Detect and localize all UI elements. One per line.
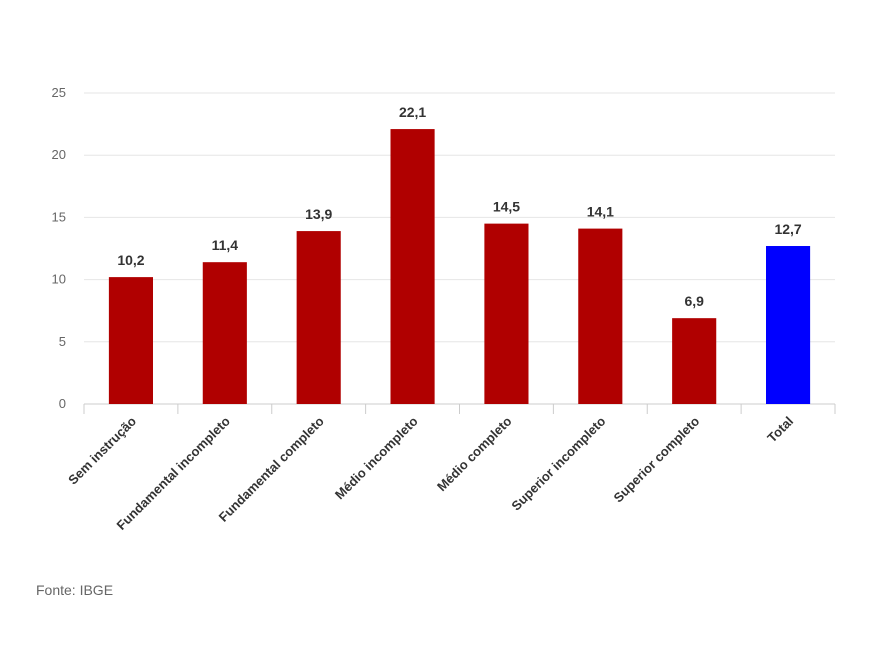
x-tick-label: Sem instrução (65, 413, 139, 487)
bar (578, 228, 623, 404)
y-tick-label: 15 (52, 209, 66, 224)
x-tick-label: Médio completo (434, 413, 515, 494)
source-note: Fonte: IBGE (36, 582, 114, 598)
y-tick-label: 20 (52, 147, 66, 162)
x-tick-label: Total (764, 414, 796, 446)
y-tick-label: 10 (52, 272, 66, 287)
x-tick-label: Médio incompleto (332, 413, 421, 502)
data-label: 6,9 (684, 293, 704, 309)
bar (390, 129, 435, 405)
data-label: 12,7 (774, 221, 801, 237)
x-tick-label: Fundamental completo (216, 413, 327, 524)
y-tick-label: 5 (59, 334, 66, 349)
bar (296, 231, 341, 404)
bar (202, 262, 247, 404)
x-tick-label: Superior incompleto (508, 413, 608, 513)
data-label: 14,5 (493, 199, 520, 215)
data-label: 11,4 (212, 237, 239, 253)
y-tick-label: 0 (59, 396, 66, 411)
x-tick-label: Superior completo (610, 413, 702, 505)
data-label: 22,1 (399, 104, 426, 120)
y-tick-label: 25 (52, 85, 66, 100)
data-label: 14,1 (587, 204, 614, 220)
bar (672, 318, 717, 404)
data-label: 10,2 (117, 252, 144, 268)
bar (484, 223, 529, 404)
data-label: 13,9 (305, 206, 332, 222)
bar (766, 246, 811, 404)
bar (108, 277, 153, 404)
